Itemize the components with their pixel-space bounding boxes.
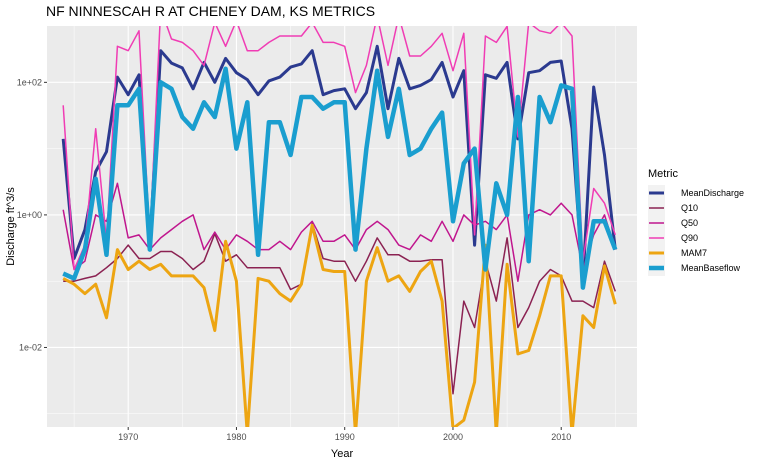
y-tick-label: 1e+00 (17, 210, 42, 220)
legend-label: MAM7 (681, 248, 707, 258)
plot-panel (47, 26, 637, 427)
legend-title: Metric (648, 168, 678, 180)
series-line-q10 (63, 222, 617, 395)
series-line-q90 (62, 26, 617, 271)
series-line-meanbaseflow (62, 66, 618, 290)
grid-lines (47, 26, 637, 427)
series-lines (61, 26, 618, 427)
x-tick-label: 1970 (118, 432, 138, 442)
legend-label: Q50 (681, 218, 698, 228)
y-tick-label: 1e-02 (19, 342, 42, 352)
chart-title: NF NINNESCAH R AT CHENEY DAM, KS METRICS (46, 3, 375, 19)
series-line-mam7 (62, 223, 617, 427)
axes: 1970 1980 1990 2000 2010 1e-02 1e+00 1e+02 (17, 77, 572, 442)
y-axis-label: Discharge ft^3/s (5, 187, 17, 266)
legend-label: Q90 (681, 233, 698, 243)
legend-label: MeanBaseflow (681, 263, 741, 273)
x-axis-label: Year (331, 448, 354, 460)
x-tick-label: 1980 (226, 432, 246, 442)
series-line-q50 (62, 182, 617, 282)
x-tick-label: 1990 (335, 432, 355, 442)
legend-label: Q10 (681, 203, 698, 213)
legend: Metric MeanDischarge Q10 Q50 Q90 MAM7 MeanBas… (648, 168, 744, 276)
legend-label: MeanDischarge (681, 188, 744, 198)
x-tick-label: 2000 (443, 432, 463, 442)
x-tick-label: 2010 (551, 432, 571, 442)
y-tick-label: 1e+02 (17, 77, 42, 87)
